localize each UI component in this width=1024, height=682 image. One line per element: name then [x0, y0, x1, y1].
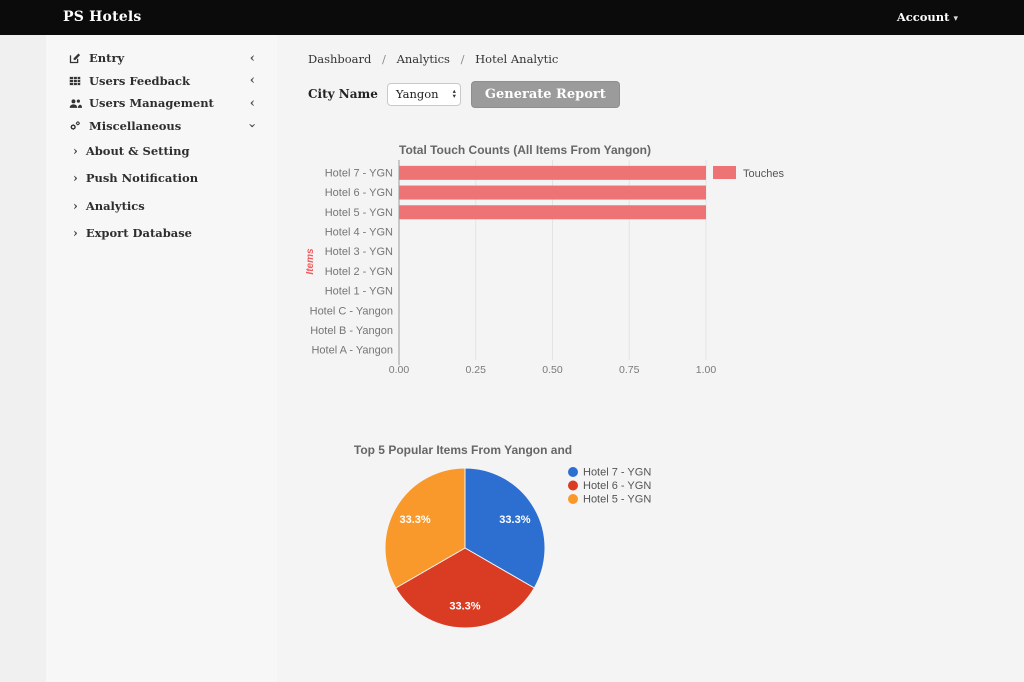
chevron-right-icon: ›	[73, 226, 78, 241]
pie-slice	[384, 467, 466, 589]
chevron-left-icon: ‹	[249, 73, 255, 89]
table-icon	[67, 75, 83, 87]
users-icon	[67, 98, 83, 109]
chevron-left-icon: ‹	[249, 95, 255, 111]
legend-label: Hotel 5 - YGN	[583, 494, 651, 506]
category-label: Hotel C - Yangon	[310, 305, 393, 317]
breadcrumb-dashboard[interactable]: Dashboard	[308, 52, 372, 66]
bar	[399, 165, 706, 180]
pie-slice	[395, 547, 535, 629]
city-select[interactable]: Yangon ▴ ▾	[386, 82, 461, 106]
chevron-down-icon: ‹	[244, 123, 260, 129]
breadcrumb-separator: /	[460, 52, 465, 66]
city-name-label: City Name	[308, 87, 378, 101]
sidebar-item-label: Users Feedback	[89, 73, 191, 88]
sidebar-subitem-label: Push Notification	[85, 171, 199, 186]
main-content: Dashboard / Analytics / Hotel Analytic C…	[277, 35, 1024, 682]
top-navbar: PS Hotels Account ▾	[0, 0, 1024, 35]
sidebar-item-entry[interactable]: Entry ‹	[46, 47, 277, 70]
chevron-right-icon: ›	[73, 171, 78, 186]
popular-items-pie-chart: Top 5 Popular Items From Yangon and 33.3%…	[330, 440, 790, 659]
sidebar-item-users-management[interactable]: Users Management ‹	[46, 92, 277, 115]
account-label: Account	[896, 10, 950, 24]
bar	[399, 185, 706, 200]
select-arrows-icon: ▴ ▾	[452, 87, 456, 100]
sidebar-subitem-analytics[interactable]: › Analytics	[46, 192, 277, 220]
legend-dot	[568, 494, 578, 504]
gears-icon	[67, 120, 83, 132]
sidebar-subitem-export-database[interactable]: › Export Database	[46, 220, 277, 248]
sidebar-subitem-push-notification[interactable]: › Push Notification	[46, 165, 277, 193]
sidebar-subitem-about-setting[interactable]: › About & Setting	[46, 137, 277, 165]
slice-percent-label: 33.3%	[499, 514, 530, 526]
legend-dot	[568, 467, 578, 477]
category-label: Hotel 4 - YGN	[325, 226, 393, 238]
category-label: Hotel 5 - YGN	[325, 207, 393, 219]
city-select-value: Yangon	[395, 87, 439, 101]
category-label: Hotel B - Yangon	[310, 325, 393, 337]
legend-label: Hotel 6 - YGN	[583, 480, 651, 492]
sidebar-menu: Entry ‹ Users Feedback ‹ Users Managemen…	[46, 35, 277, 247]
pencil-square-icon	[67, 52, 83, 64]
sidebar-subitem-label: Analytics	[85, 198, 145, 213]
pie-slice	[464, 467, 546, 589]
chevron-down-icon: ▾	[953, 14, 958, 24]
touch-counts-bar-chart: Total Touch Counts (All Items From Yango…	[300, 140, 800, 389]
category-label: Hotel 2 - YGN	[325, 266, 393, 278]
breadcrumb-analytics[interactable]: Analytics	[396, 52, 450, 66]
y-axis-title: Items	[305, 248, 316, 275]
sidebar-item-label: Miscellaneous	[89, 118, 182, 133]
generate-report-button[interactable]: Generate Report	[470, 80, 620, 108]
x-tick-label: 1.00	[696, 364, 717, 376]
sidebar-subitem-label: Export Database	[85, 226, 192, 241]
report-form: City Name Yangon ▴ ▾ Generate Report	[308, 80, 620, 108]
bar	[399, 205, 706, 220]
bar-chart-title: Total Touch Counts (All Items From Yango…	[399, 143, 651, 157]
chevron-left-icon: ‹	[249, 50, 255, 66]
category-label: Hotel A - Yangon	[311, 345, 393, 357]
category-label: Hotel 3 - YGN	[325, 246, 393, 258]
chevron-right-icon: ›	[73, 198, 78, 213]
sidebar-item-label: Users Management	[89, 96, 214, 111]
category-label: Hotel 6 - YGN	[325, 187, 393, 199]
sidebar-item-label: Entry	[89, 51, 125, 66]
breadcrumb-current: Hotel Analytic	[475, 52, 559, 66]
breadcrumb-separator: /	[382, 52, 386, 66]
legend-dot	[568, 480, 578, 491]
slice-percent-label: 33.3%	[449, 601, 480, 613]
category-label: Hotel 1 - YGN	[325, 286, 393, 298]
sidebar-item-miscellaneous[interactable]: Miscellaneous ‹	[46, 115, 277, 138]
legend-label: Touches	[743, 168, 784, 180]
x-tick-label: 0.25	[466, 364, 487, 376]
sidebar: Entry ‹ Users Feedback ‹ Users Managemen…	[46, 35, 277, 682]
app-brand: PS Hotels	[63, 9, 142, 25]
x-tick-label: 0.75	[619, 364, 640, 376]
sidebar-subitem-label: About & Setting	[85, 143, 190, 158]
legend-label: Hotel 7 - YGN	[583, 467, 651, 479]
category-label: Hotel 7 - YGN	[325, 167, 393, 179]
account-menu[interactable]: Account ▾	[897, 0, 958, 37]
x-tick-label: 0.00	[389, 364, 410, 376]
left-rail	[0, 35, 46, 682]
x-tick-label: 0.50	[542, 364, 563, 376]
chevron-right-icon: ›	[73, 143, 78, 158]
pie-chart-title: Top 5 Popular Items From Yangon and	[354, 443, 572, 457]
slice-percent-label: 33.3%	[400, 514, 431, 526]
sidebar-item-users-feedback[interactable]: Users Feedback ‹	[46, 70, 277, 93]
breadcrumb: Dashboard / Analytics / Hotel Analytic	[308, 52, 558, 66]
legend-swatch	[713, 166, 736, 179]
